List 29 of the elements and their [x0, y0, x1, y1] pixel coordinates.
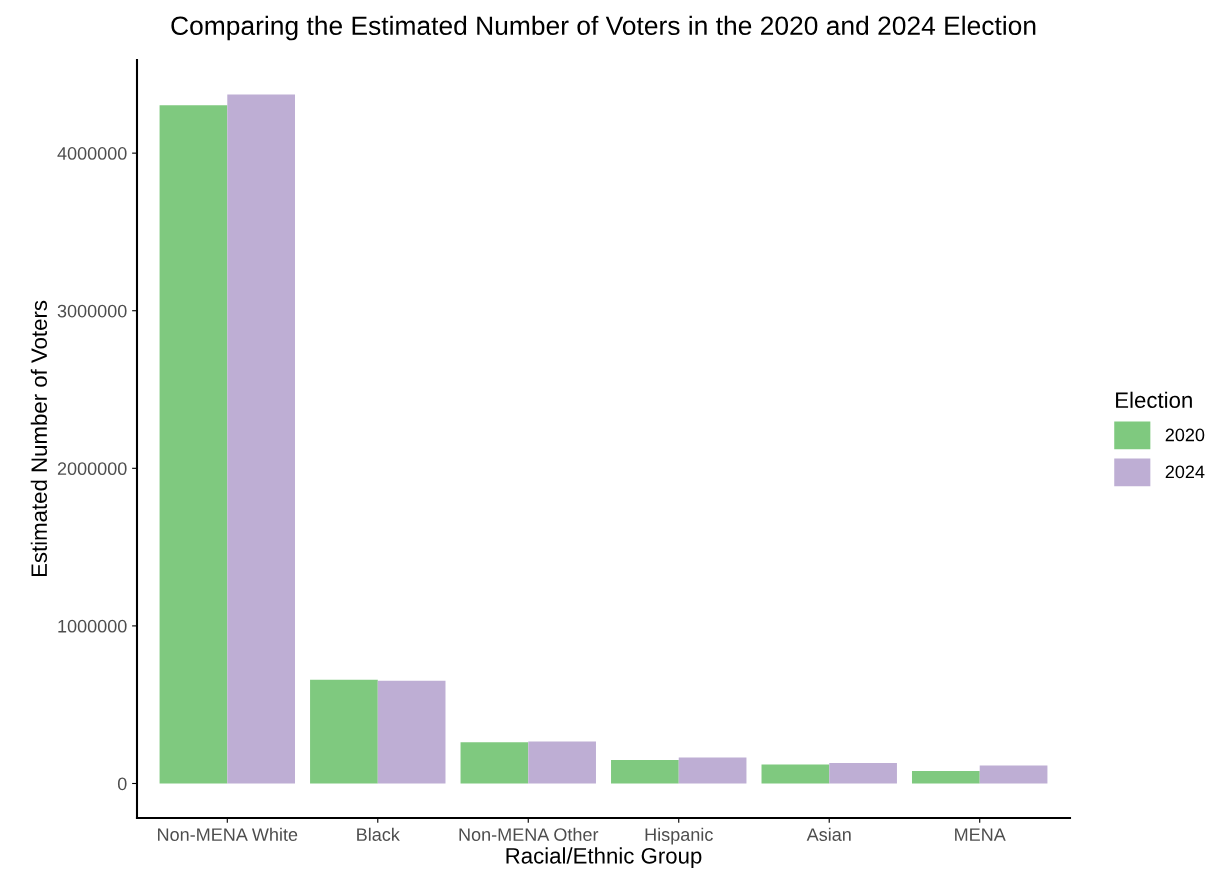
- x-tick-label: Non-MENA White: [158, 827, 298, 841]
- bar: [227, 94, 296, 784]
- bar: [377, 680, 446, 784]
- x-tick-label: MENA: [955, 828, 1006, 841]
- bar: [460, 742, 529, 784]
- x-tick-label: Non-MENA Other: [459, 827, 599, 841]
- bar: [528, 741, 596, 784]
- x-tick-label: Black: [357, 827, 400, 841]
- bar: [911, 771, 980, 784]
- x-axis-title: Racial/Ethnic Group: [506, 847, 702, 869]
- legend-label: 2024: [1165, 465, 1205, 479]
- y-tick-label: 1000000: [58, 619, 127, 633]
- y-tick-label: 2000000: [57, 462, 127, 476]
- bar: [678, 757, 747, 784]
- bar: [310, 679, 378, 784]
- bar: [761, 764, 830, 784]
- chart-title: Comparing the Estimated Number of Voters in the 2020 and 2024 Election: [171, 15, 1036, 41]
- y-axis-title: Estimated Number of Voters: [30, 300, 48, 577]
- bar: [611, 760, 679, 784]
- x-tick-label: Hispanic: [645, 827, 713, 845]
- legend-title: Election: [1116, 391, 1192, 409]
- bar: [159, 105, 228, 784]
- x-tick-label: Asian: [806, 827, 851, 841]
- y-tick-label: 3000000: [57, 304, 127, 318]
- bar: [979, 765, 1048, 784]
- y-tick-label: 4000000: [57, 147, 127, 160]
- bar: [829, 763, 897, 784]
- legend-label: 2020: [1165, 428, 1205, 442]
- y-tick-label: 0: [117, 777, 127, 791]
